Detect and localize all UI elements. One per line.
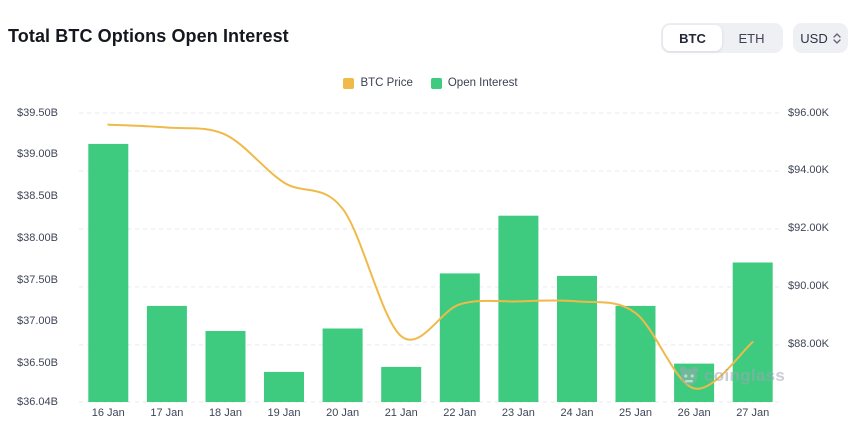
open-interest-bar[interactable] (146, 305, 187, 402)
right-axis-tick: $90.00K (788, 280, 829, 293)
btc-price-line[interactable] (107, 123, 754, 390)
x-axis-tick: 17 Jan (150, 407, 184, 419)
x-axis-tick: 22 Jan (443, 407, 477, 419)
x-axis-tick: 27 Jan (736, 407, 770, 419)
right-axis-tick: $94.00K (788, 164, 829, 177)
x-axis-tick: 23 Jan (501, 407, 535, 419)
coin-toggle[interactable]: BTC ETH (661, 23, 783, 53)
left-axis-tick: $37.00B (17, 315, 58, 328)
open-interest-bar[interactable] (205, 331, 246, 402)
open-interest-bar[interactable] (439, 273, 480, 402)
open-interest-bar[interactable] (264, 371, 304, 402)
legend-item-open-interest[interactable]: Open Interest (430, 77, 518, 89)
page-title: Total BTC Options Open Interest (8, 26, 289, 46)
open-interest-bar[interactable] (498, 215, 539, 402)
coin-toggle-eth-button[interactable]: ETH (722, 25, 781, 51)
btc-price-swatch (343, 77, 355, 89)
legend-item-btc-price[interactable]: BTC Price (343, 77, 413, 89)
left-axis-tick: $38.00B (17, 231, 58, 244)
x-axis-tick: 24 Jan (560, 407, 594, 419)
open-interest-bar[interactable] (381, 366, 422, 402)
x-axis-tick: 18 Jan (208, 407, 242, 419)
currency-select-value: USD (800, 30, 828, 46)
x-axis-tick: 20 Jan (326, 407, 360, 419)
open-interest-bar[interactable] (88, 143, 129, 402)
right-axis-tick: $92.00K (788, 222, 829, 235)
x-axis-tick: 26 Jan (677, 407, 711, 419)
left-axis-tick: $39.00B (17, 148, 58, 161)
coin-toggle-btc-button[interactable]: BTC (663, 25, 722, 51)
x-axis-tick: 19 Jan (267, 407, 301, 419)
open-interest-swatch (430, 77, 442, 89)
left-axis-tick: $36.50B (17, 357, 58, 370)
right-axis-tick: $96.00K (788, 106, 829, 119)
left-axis-tick: $36.04B (17, 395, 58, 408)
currency-select[interactable]: USD (793, 23, 848, 53)
open-interest-bar[interactable] (674, 363, 715, 402)
open-interest-bar[interactable] (732, 262, 773, 403)
open-interest-bar[interactable] (615, 305, 656, 402)
left-axis-tick: $39.50B (17, 106, 58, 119)
x-axis-tick: 25 Jan (619, 407, 653, 419)
open-interest-bar[interactable] (322, 328, 363, 403)
legend-label: BTC Price (360, 77, 413, 89)
x-axis-tick: 21 Jan (384, 407, 418, 419)
left-axis-tick: $37.50B (17, 273, 58, 286)
legend-label: Open Interest (447, 77, 518, 89)
right-axis-tick: $88.00K (788, 338, 829, 351)
chart-legend: BTC Price Open Interest (79, 77, 782, 89)
left-axis-tick: $38.50B (17, 190, 58, 203)
open-interest-bar[interactable] (557, 275, 597, 402)
chevron-up-down-icon (833, 32, 841, 44)
x-axis-tick: 16 Jan (91, 407, 125, 419)
